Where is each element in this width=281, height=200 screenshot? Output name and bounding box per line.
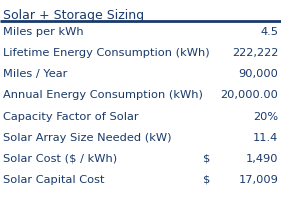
Text: 20%: 20% bbox=[253, 112, 278, 121]
Text: Miles / Year: Miles / Year bbox=[3, 69, 68, 79]
Text: Solar + Storage Sizing: Solar + Storage Sizing bbox=[3, 9, 144, 22]
Text: 20,000.00: 20,000.00 bbox=[220, 90, 278, 100]
Text: Miles per kWh: Miles per kWh bbox=[3, 27, 84, 37]
Text: Lifetime Energy Consumption (kWh): Lifetime Energy Consumption (kWh) bbox=[3, 48, 210, 58]
Text: $: $ bbox=[203, 154, 210, 164]
Text: 90,000: 90,000 bbox=[238, 69, 278, 79]
Text: 4.5: 4.5 bbox=[260, 27, 278, 37]
Text: 17,009: 17,009 bbox=[238, 175, 278, 185]
Text: Solar Capital Cost: Solar Capital Cost bbox=[3, 175, 105, 185]
Text: Solar Array Size Needed (kW): Solar Array Size Needed (kW) bbox=[3, 133, 172, 143]
Text: $: $ bbox=[203, 175, 210, 185]
Text: Annual Energy Consumption (kWh): Annual Energy Consumption (kWh) bbox=[3, 90, 203, 100]
Text: 222,222: 222,222 bbox=[232, 48, 278, 58]
Text: Solar Cost ($ / kWh): Solar Cost ($ / kWh) bbox=[3, 154, 117, 164]
Text: 11.4: 11.4 bbox=[253, 133, 278, 143]
Text: 1,490: 1,490 bbox=[246, 154, 278, 164]
Text: Capacity Factor of Solar: Capacity Factor of Solar bbox=[3, 112, 139, 121]
